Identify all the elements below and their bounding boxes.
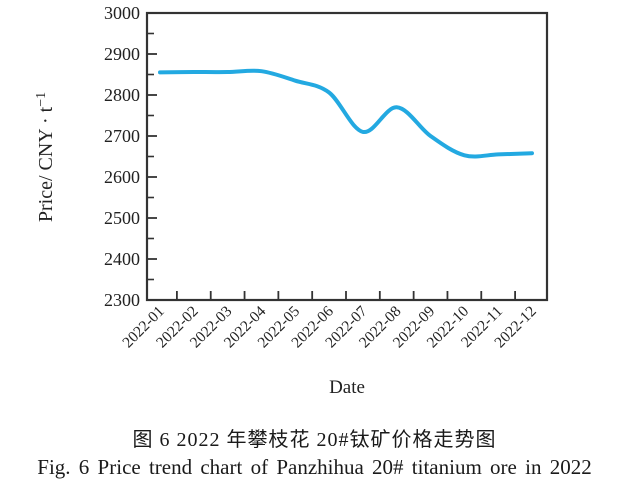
y-axis-tick-label: 2600 — [104, 167, 140, 187]
caption-chinese: 图 6 2022 年攀枝花 20#钛矿价格走势图 — [132, 429, 497, 451]
y-axis-tick-label: 2800 — [104, 85, 140, 105]
caption-english: Fig. 6 Price trend chart of Panzhihua 20… — [37, 455, 592, 479]
y-axis-tick-label: 3000 — [104, 3, 140, 23]
y-axis-tick-label: 2700 — [104, 126, 140, 146]
price-trend-chart: 230024002500260027002800290030002022-012… — [34, 3, 549, 398]
price-line — [158, 68, 534, 159]
y-axis-tick-label: 2900 — [104, 44, 140, 64]
plot-border — [145, 11, 549, 302]
y-axis-tick-label: 2400 — [104, 249, 140, 269]
y-axis-title: Price/ CNY · t−1 — [34, 92, 57, 222]
x-axis-title: Date — [329, 377, 365, 398]
y-axis-tick-label: 2500 — [104, 208, 140, 228]
y-axis-tick-label: 2300 — [104, 290, 140, 310]
